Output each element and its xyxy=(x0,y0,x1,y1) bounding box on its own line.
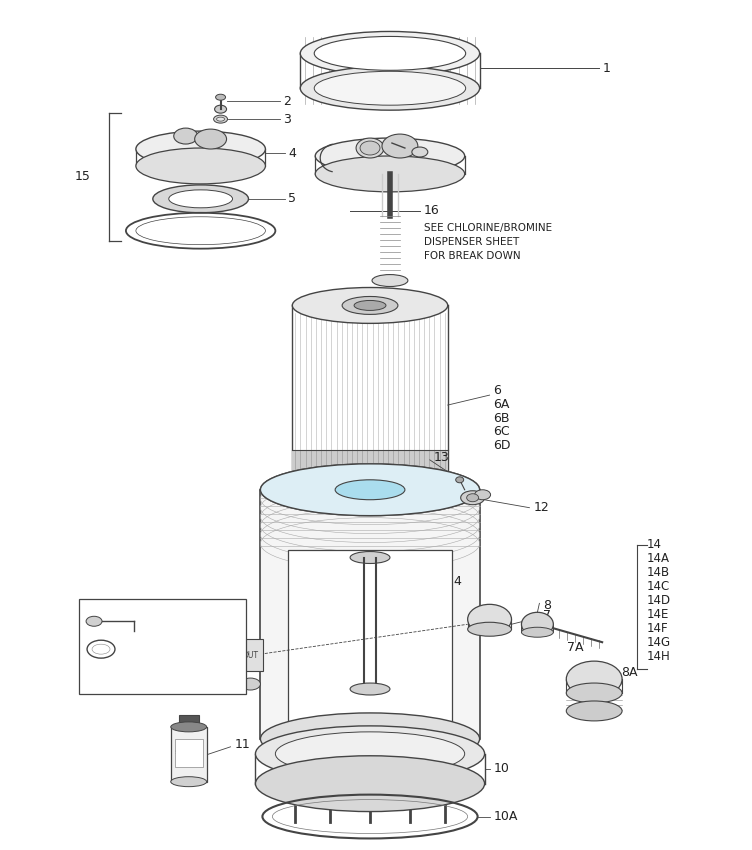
Ellipse shape xyxy=(521,612,553,636)
Text: 11: 11 xyxy=(235,739,250,751)
Ellipse shape xyxy=(260,464,480,516)
Ellipse shape xyxy=(350,683,390,695)
Text: FOR BREAK DOWN: FOR BREAK DOWN xyxy=(424,251,520,261)
Bar xyxy=(260,490,480,739)
Bar xyxy=(171,727,207,782)
Bar xyxy=(179,715,199,728)
Ellipse shape xyxy=(260,464,480,516)
Text: 4: 4 xyxy=(288,146,296,160)
Ellipse shape xyxy=(86,616,102,626)
Text: 6C: 6C xyxy=(493,426,510,439)
Text: 13: 13 xyxy=(434,451,450,464)
Ellipse shape xyxy=(256,756,484,812)
Ellipse shape xyxy=(168,190,232,207)
Text: 14: 14 xyxy=(647,538,662,551)
Text: 14H: 14H xyxy=(647,649,671,663)
Text: ONLY: ONLY xyxy=(160,666,187,676)
Text: 6: 6 xyxy=(493,383,502,397)
Text: 10A: 10A xyxy=(493,810,518,823)
Ellipse shape xyxy=(521,627,553,638)
Bar xyxy=(79,599,247,694)
Text: 2: 2 xyxy=(284,94,291,108)
Ellipse shape xyxy=(382,134,418,158)
Text: 16: 16 xyxy=(424,204,440,218)
Text: 4: 4 xyxy=(453,575,462,588)
Ellipse shape xyxy=(356,138,384,158)
Ellipse shape xyxy=(566,683,622,703)
Text: 6B: 6B xyxy=(493,411,510,424)
Text: OUT: OUT xyxy=(242,650,259,660)
Ellipse shape xyxy=(300,66,480,110)
Ellipse shape xyxy=(372,275,408,286)
Ellipse shape xyxy=(315,138,465,174)
Text: 5: 5 xyxy=(288,192,296,206)
Ellipse shape xyxy=(315,156,465,192)
Text: 10: 10 xyxy=(493,762,509,775)
Text: 14A: 14A xyxy=(647,552,670,565)
Ellipse shape xyxy=(360,141,380,155)
Ellipse shape xyxy=(461,490,484,505)
Ellipse shape xyxy=(412,147,428,157)
Ellipse shape xyxy=(153,185,248,212)
Bar xyxy=(174,739,202,767)
Ellipse shape xyxy=(136,148,265,184)
Text: EARLIER: EARLIER xyxy=(83,666,126,676)
Bar xyxy=(288,550,452,724)
Text: 7: 7 xyxy=(544,609,551,622)
Ellipse shape xyxy=(314,71,465,105)
Text: 14E: 14E xyxy=(647,608,669,620)
Ellipse shape xyxy=(354,300,386,310)
Text: 12: 12 xyxy=(533,502,549,514)
Ellipse shape xyxy=(217,117,225,122)
Ellipse shape xyxy=(260,713,480,765)
Text: 9: 9 xyxy=(144,644,151,654)
Text: 3: 3 xyxy=(284,113,291,126)
Text: 1: 1 xyxy=(603,62,611,75)
Ellipse shape xyxy=(214,115,228,123)
Ellipse shape xyxy=(275,732,465,776)
Ellipse shape xyxy=(293,287,447,323)
Ellipse shape xyxy=(566,701,622,721)
Bar xyxy=(293,450,447,479)
Ellipse shape xyxy=(214,105,226,113)
Ellipse shape xyxy=(314,37,465,71)
Text: 14C: 14C xyxy=(647,580,670,593)
Bar xyxy=(238,639,263,672)
Ellipse shape xyxy=(136,131,265,167)
Text: 9A: 9A xyxy=(144,615,159,624)
Text: SEE CHLORINE/BROMINE: SEE CHLORINE/BROMINE xyxy=(424,223,552,233)
Ellipse shape xyxy=(475,490,490,500)
Ellipse shape xyxy=(174,128,198,144)
Ellipse shape xyxy=(468,622,511,636)
Text: 6A: 6A xyxy=(493,398,510,411)
Ellipse shape xyxy=(256,726,484,782)
Text: DISPENSER SHEET: DISPENSER SHEET xyxy=(424,236,519,246)
Ellipse shape xyxy=(216,94,226,100)
Text: 6D: 6D xyxy=(493,439,511,452)
Text: 14B: 14B xyxy=(647,566,670,579)
Ellipse shape xyxy=(342,297,398,314)
Text: 8A: 8A xyxy=(621,666,638,678)
Text: MODELS: MODELS xyxy=(82,676,126,686)
Text: 15: 15 xyxy=(75,170,91,184)
Ellipse shape xyxy=(300,31,480,76)
Text: 14G: 14G xyxy=(647,636,671,649)
Ellipse shape xyxy=(335,479,405,500)
Text: 14F: 14F xyxy=(647,621,669,635)
Text: 8: 8 xyxy=(544,599,551,612)
Ellipse shape xyxy=(566,661,622,697)
Ellipse shape xyxy=(467,494,478,502)
Ellipse shape xyxy=(171,777,207,786)
Ellipse shape xyxy=(293,472,447,507)
Ellipse shape xyxy=(241,678,260,690)
Ellipse shape xyxy=(171,722,207,732)
Text: 7A: 7A xyxy=(567,641,584,654)
Ellipse shape xyxy=(195,129,226,149)
Ellipse shape xyxy=(350,552,390,564)
Text: 14D: 14D xyxy=(647,594,671,607)
Ellipse shape xyxy=(468,604,511,634)
Ellipse shape xyxy=(456,477,464,483)
Text: SILICONE: SILICONE xyxy=(174,751,203,756)
